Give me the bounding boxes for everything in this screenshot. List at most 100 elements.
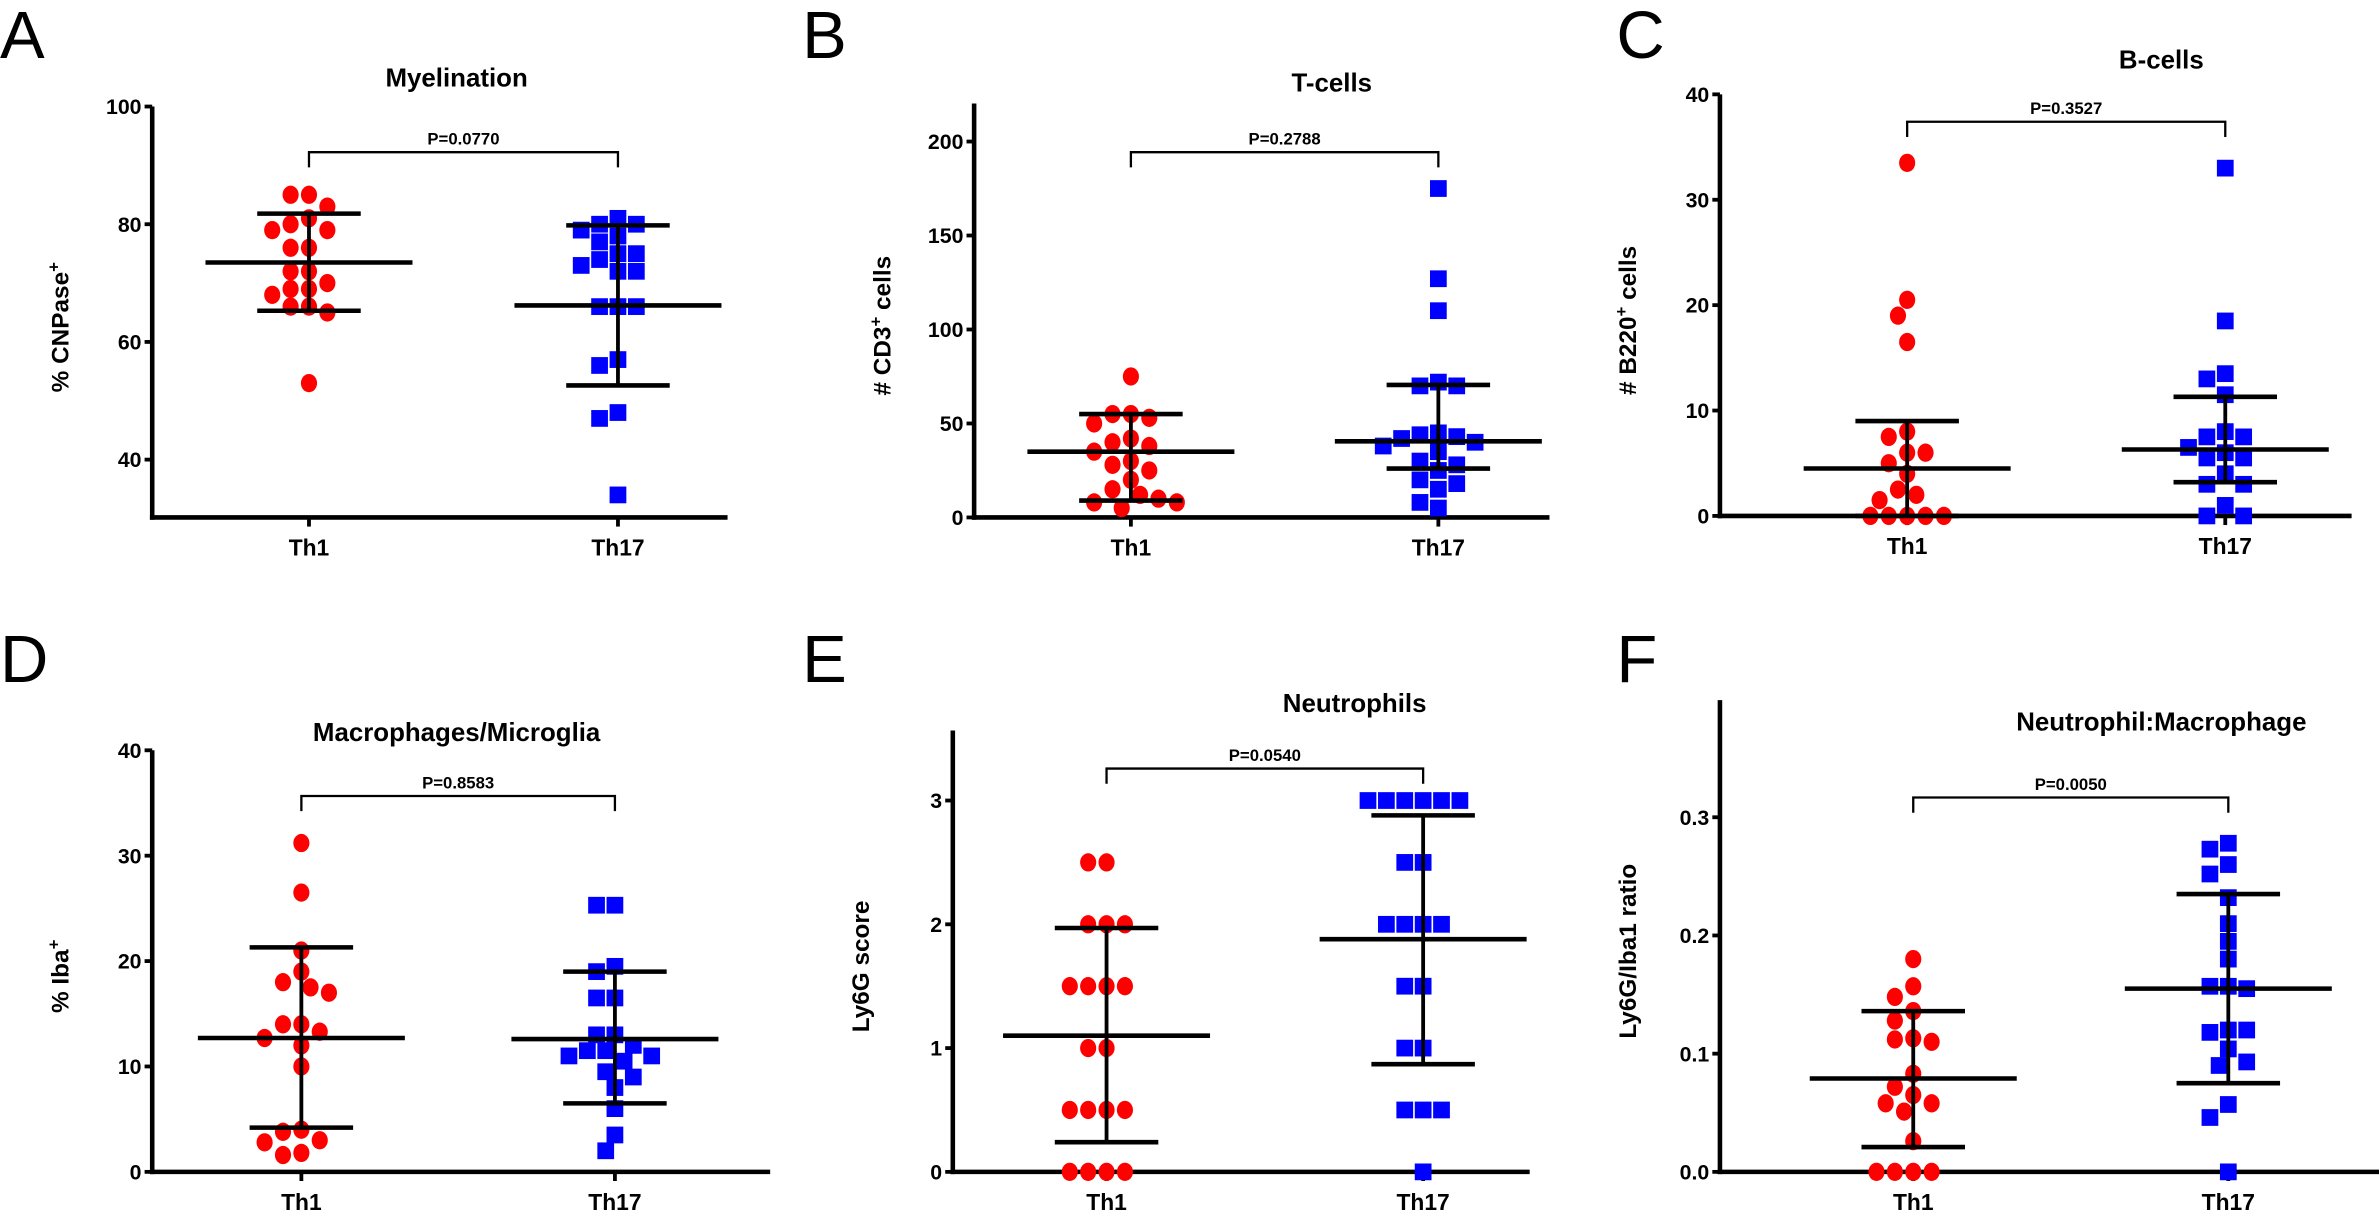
y-tick-label: 100: [928, 318, 964, 342]
panel-letter: F: [1616, 622, 1657, 697]
panel-letter: E: [802, 622, 847, 697]
data-point-th17: [1359, 792, 1377, 809]
data-point-th17: [1429, 180, 1447, 197]
data-point-th1: [1868, 1162, 1885, 1181]
data-point-th1: [1895, 1102, 1913, 1121]
y-tick-label: 60: [118, 331, 142, 355]
data-point-th1: [1080, 977, 1097, 996]
data-point-th17: [588, 896, 605, 914]
y-tick-label: 10: [1686, 399, 1710, 423]
data-point-th1: [1061, 977, 1078, 996]
data-point-th17: [1433, 915, 1450, 933]
panel-letter: B: [802, 0, 847, 73]
p-value-label: P=0.3527: [2030, 99, 2102, 118]
data-point-th1: [1080, 1162, 1097, 1181]
data-point-th1: [1141, 408, 1158, 427]
data-point-th1: [1886, 1162, 1903, 1181]
data-point-th17: [2235, 449, 2253, 467]
data-point-th17: [1396, 915, 1414, 933]
data-point-th17: [572, 257, 590, 274]
data-point-th17: [1378, 915, 1395, 933]
data-point-th17: [2198, 428, 2216, 446]
data-point-th17: [560, 1047, 578, 1065]
data-point-th17: [1411, 471, 1429, 489]
data-point-th17: [597, 1063, 615, 1081]
y-tick-label: 10: [118, 1055, 142, 1079]
y-tick-label: 150: [928, 224, 964, 248]
y-tick-label: 30: [118, 844, 142, 868]
data-point-th1: [300, 185, 318, 204]
y-axis-label-part: % CNPase: [47, 272, 74, 392]
data-point-th1: [1886, 1030, 1903, 1049]
data-point-th1: [311, 1131, 328, 1150]
data-point-th1: [1061, 1162, 1078, 1181]
data-point-th1: [1098, 853, 1115, 872]
x-tick-label: Th1: [1887, 533, 1928, 559]
chart-title: Myelination: [385, 65, 527, 93]
data-point-th1: [1080, 915, 1097, 934]
y-tick-label: 200: [928, 130, 964, 154]
data-point-th1: [320, 983, 338, 1002]
data-point-th17: [2219, 1163, 2237, 1181]
data-point-th1: [1905, 1162, 1922, 1181]
data-point-th1: [282, 279, 299, 299]
chart-title: Neutrophils: [1283, 690, 1427, 718]
x-tick-label: Th1: [1086, 1189, 1127, 1215]
data-point-th1: [264, 220, 281, 240]
data-point-th1: [319, 197, 336, 216]
x-tick-label: Th1: [281, 1189, 322, 1215]
data-point-th17: [2201, 865, 2219, 883]
y-tick-label: 1: [930, 1037, 942, 1061]
y-tick-label: 0: [130, 1160, 142, 1184]
data-point-th1: [293, 833, 310, 853]
data-point-th1: [1080, 1100, 1097, 1120]
data-point-th17: [627, 245, 645, 263]
data-point-th1: [1905, 977, 1922, 996]
data-point-th1: [274, 973, 292, 992]
y-tick-label: 100: [106, 95, 142, 119]
data-point-th1: [1877, 1094, 1894, 1113]
panel-letter: A: [0, 0, 45, 73]
panel-letter: D: [0, 622, 48, 697]
y-tick-label: 40: [1686, 83, 1710, 107]
data-point-th17: [591, 233, 608, 251]
data-point-th17: [1396, 1039, 1414, 1057]
y-axis-label-superscript: +: [44, 262, 63, 272]
y-tick-label: 2: [930, 913, 942, 937]
data-point-th1: [1080, 853, 1097, 872]
y-tick-label: 20: [118, 950, 142, 974]
data-point-th17: [591, 357, 608, 374]
x-tick-label: Th17: [1397, 1189, 1450, 1215]
y-axis-label-superscript: +: [44, 939, 63, 949]
data-point-th1: [274, 1015, 292, 1034]
p-value-label: P=0.0050: [2035, 775, 2107, 794]
data-point-th17: [2238, 1053, 2256, 1071]
data-point-th1: [1917, 443, 1934, 462]
y-axis-label-superscript: +: [1612, 306, 1631, 316]
data-point-th1: [1889, 306, 1907, 325]
significance-bracket: [1906, 120, 2227, 137]
panel-b: B T-cells 0 50 100 150 200 # CD3+ cells Th1 Th17 P…: [802, 0, 1550, 560]
data-point-th1: [1116, 915, 1133, 934]
data-point-th17: [2201, 1024, 2219, 1041]
data-point-th17: [609, 209, 627, 227]
data-point-th1: [1104, 433, 1121, 452]
panel-a: A Myelination 40 60 80 100 % CNPase+ Th1 Th17 P=0…: [0, 0, 728, 560]
data-point-th17: [1429, 270, 1447, 288]
data-point-th1: [319, 220, 336, 240]
significance-bracket: [1129, 151, 1440, 168]
chart-title: Neutrophil:Macrophage: [2016, 709, 2306, 737]
data-point-th1: [1116, 1100, 1133, 1120]
y-tick-label: 0.0: [1680, 1160, 1710, 1184]
data-point-th1: [302, 978, 319, 997]
data-point-th17: [1411, 494, 1429, 511]
data-point-th17: [2201, 977, 2219, 995]
data-point-th17: [591, 251, 608, 268]
y-axis-label-part: Ly6G/Iba1 ratio: [1615, 864, 1642, 1039]
panel-letter: C: [1616, 0, 1664, 73]
data-point-th1: [274, 1145, 292, 1165]
data-point-th17: [609, 486, 627, 504]
data-point-th17: [2216, 365, 2234, 383]
data-point-th17: [2201, 840, 2219, 858]
data-point-th1: [282, 262, 299, 281]
